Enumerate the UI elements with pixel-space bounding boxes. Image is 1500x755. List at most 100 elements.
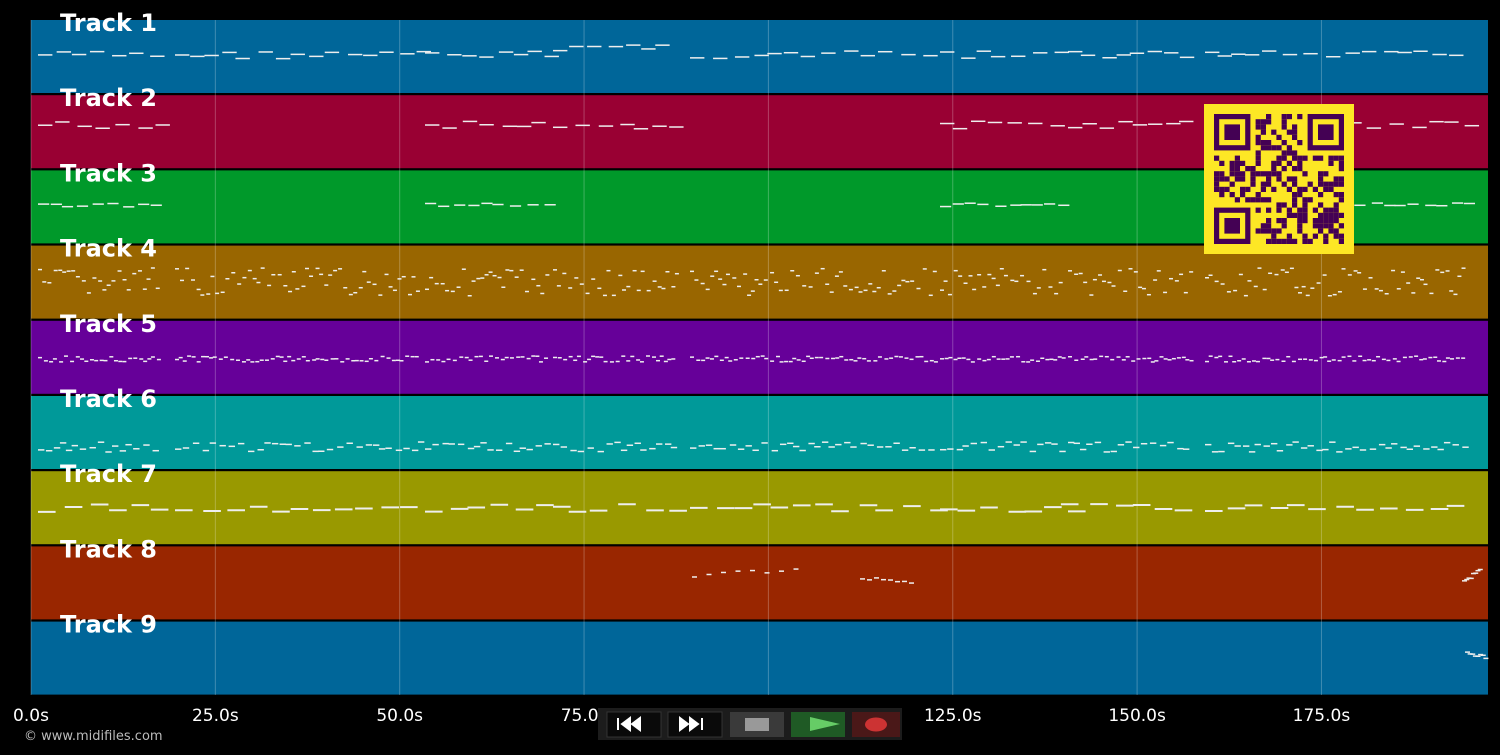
qr-module bbox=[1302, 233, 1308, 239]
qr-module bbox=[1219, 192, 1225, 198]
qr-module bbox=[1266, 207, 1272, 213]
qr-module bbox=[1266, 197, 1272, 203]
qr-module bbox=[1255, 155, 1261, 161]
qr-module bbox=[1219, 176, 1225, 182]
qr-module bbox=[1328, 228, 1334, 234]
qr-module bbox=[1297, 192, 1303, 198]
qr-module bbox=[1229, 192, 1235, 198]
qr-module bbox=[1255, 140, 1261, 146]
qr-module bbox=[1292, 129, 1298, 135]
qr-module bbox=[1292, 238, 1298, 244]
qr-module bbox=[1281, 181, 1287, 187]
qr-module bbox=[1255, 197, 1261, 203]
qr-module bbox=[1312, 155, 1318, 161]
qr-module bbox=[1271, 160, 1277, 166]
qr-module bbox=[1333, 228, 1339, 234]
qr-module bbox=[1234, 155, 1240, 161]
qr-module bbox=[1271, 238, 1277, 244]
qr-module bbox=[1292, 197, 1298, 203]
qr-module bbox=[1266, 223, 1272, 229]
qr-module bbox=[1276, 238, 1282, 244]
track-band bbox=[31, 396, 1488, 469]
qr-module bbox=[1229, 181, 1235, 187]
qr-module bbox=[1297, 114, 1303, 120]
qr-module bbox=[1234, 160, 1240, 166]
track-label: Track 8 bbox=[60, 535, 157, 563]
track-label: Track 6 bbox=[60, 385, 157, 413]
qr-module bbox=[1250, 197, 1256, 203]
track-band bbox=[31, 20, 1488, 93]
footer: © www.midifiles.com bbox=[24, 729, 163, 744]
qr-module bbox=[1255, 124, 1261, 130]
qr-module bbox=[1292, 202, 1298, 208]
qr-module bbox=[1250, 171, 1256, 177]
qr-module bbox=[1323, 181, 1329, 187]
qr-module bbox=[1328, 181, 1334, 187]
qr-module bbox=[1297, 160, 1303, 166]
qr-module bbox=[1286, 150, 1292, 156]
qr-module bbox=[1333, 155, 1339, 161]
qr-module bbox=[1234, 171, 1240, 177]
track-label: Track 3 bbox=[60, 159, 157, 187]
qr-module bbox=[1286, 207, 1292, 213]
qr-module bbox=[1318, 192, 1324, 198]
qr-module bbox=[1328, 155, 1334, 161]
qr-module bbox=[1286, 145, 1292, 151]
qr-module bbox=[1318, 223, 1324, 229]
qr-module bbox=[1318, 218, 1324, 224]
qr-module bbox=[1292, 176, 1298, 182]
qr-module bbox=[1307, 197, 1313, 203]
qr-module bbox=[1323, 212, 1329, 218]
qr-module bbox=[1323, 186, 1329, 192]
qr-module bbox=[1318, 171, 1324, 177]
qr-module bbox=[1229, 160, 1235, 166]
qr-module bbox=[1292, 192, 1298, 198]
qr-module bbox=[1312, 186, 1318, 192]
qr-module bbox=[1271, 129, 1277, 135]
qr-module bbox=[1260, 171, 1266, 177]
qr-module bbox=[1260, 145, 1266, 151]
qr-module bbox=[1260, 186, 1266, 192]
qr-module bbox=[1286, 233, 1292, 239]
qr-module bbox=[1224, 186, 1230, 192]
qr-module bbox=[1338, 212, 1344, 218]
qr-module bbox=[1281, 223, 1287, 229]
qr-module bbox=[1214, 155, 1220, 161]
qr-module bbox=[1271, 233, 1277, 239]
qr-module bbox=[1297, 155, 1303, 161]
qr-module bbox=[1297, 166, 1303, 172]
track-band bbox=[31, 471, 1488, 545]
qr-module bbox=[1255, 171, 1261, 177]
qr-module bbox=[1318, 176, 1324, 182]
qr-module bbox=[1281, 119, 1287, 125]
qr-module bbox=[1292, 150, 1298, 156]
qr-module bbox=[1323, 238, 1329, 244]
qr-module bbox=[1292, 181, 1298, 187]
qr-module bbox=[1266, 114, 1272, 120]
qr-module bbox=[1260, 129, 1266, 135]
qr-module bbox=[1224, 176, 1230, 182]
qr-module bbox=[1297, 228, 1303, 234]
qr-module bbox=[1333, 192, 1339, 198]
qr-module bbox=[1260, 119, 1266, 125]
qr-module bbox=[1281, 166, 1287, 172]
qr-module bbox=[1286, 160, 1292, 166]
qr-module bbox=[1229, 171, 1235, 177]
qr-module bbox=[1281, 202, 1287, 208]
qr-module bbox=[1338, 233, 1344, 239]
qr-module bbox=[1333, 212, 1339, 218]
qr-code bbox=[1204, 104, 1354, 254]
qr-module bbox=[1260, 140, 1266, 146]
tick-label: 25.0s bbox=[192, 706, 239, 726]
stop-icon bbox=[745, 718, 769, 731]
qr-module bbox=[1328, 207, 1334, 213]
qr-module bbox=[1312, 233, 1318, 239]
qr-module bbox=[1297, 207, 1303, 213]
qr-module bbox=[1260, 223, 1266, 229]
notes bbox=[38, 44, 1489, 660]
qr-module bbox=[1266, 140, 1272, 146]
qr-module bbox=[1281, 140, 1287, 146]
qr-module bbox=[1266, 218, 1272, 224]
qr-module bbox=[1286, 114, 1292, 120]
qr-module bbox=[1333, 176, 1339, 182]
